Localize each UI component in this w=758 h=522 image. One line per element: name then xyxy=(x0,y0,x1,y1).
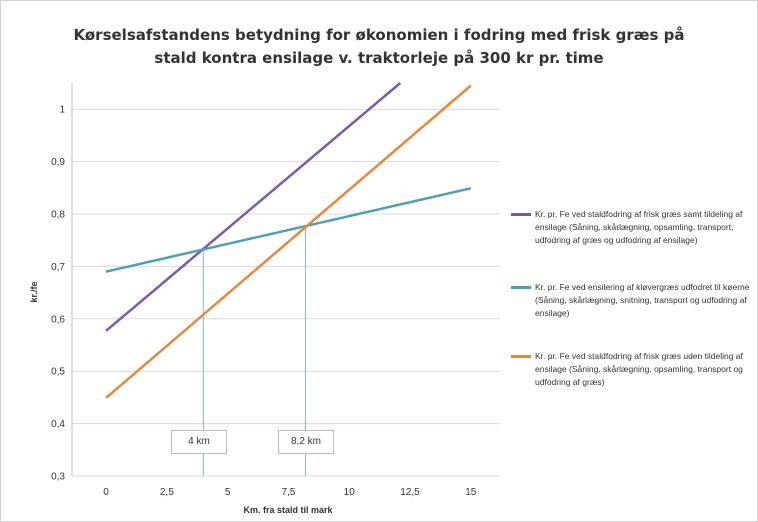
legend-label-2: Kr. pr. Fe ved ensilering af kløvergræs … xyxy=(535,282,750,318)
x-tick-label: 2,5 xyxy=(160,487,174,498)
legend-label-3: Kr. pr. Fe ved staldfodring af frisk græ… xyxy=(535,351,743,387)
x-tick-label: 10 xyxy=(344,487,356,498)
chart-title-line-1: Kørselsafstandens betydning for økonomie… xyxy=(73,26,685,44)
y-tick-label: 0,5 xyxy=(51,367,65,378)
annotation-4km: 4 km xyxy=(171,430,227,454)
y-tick-label: 0,9 xyxy=(51,157,65,168)
x-tick-label: 5 xyxy=(225,487,231,498)
annotation-8-2km: 8,2 km xyxy=(278,430,334,454)
x-tick-label: 0 xyxy=(103,487,109,498)
y-tick-label: 1 xyxy=(59,105,65,116)
x-axis-title: Km. fra stald til mark xyxy=(243,505,333,515)
y-tick-label: 0,8 xyxy=(51,210,65,221)
y-tick-label: 0,3 xyxy=(51,472,65,483)
y-tick-label: 0,4 xyxy=(51,419,65,430)
chart-title-line-2: stald kontra ensilage v. traktorleje på … xyxy=(154,49,604,67)
x-tick-label: 7,5 xyxy=(281,487,295,498)
legend-swatch-3 xyxy=(511,355,531,358)
legend-label-1: Kr. pr. Fe ved staldfodring af frisk græ… xyxy=(535,209,743,245)
y-tick-label: 0,6 xyxy=(51,314,65,325)
series-line-1 xyxy=(105,82,402,332)
series-line-2 xyxy=(105,187,472,273)
series-line-3 xyxy=(105,84,472,399)
y-tick-label: 0,7 xyxy=(51,262,65,273)
legend-swatch-1 xyxy=(511,213,531,216)
chart-title: Kørselsafstandens betydning for økonomie… xyxy=(0,24,758,70)
legend-swatch-2 xyxy=(511,286,531,289)
y-axis-title: kr./fe xyxy=(29,281,39,302)
x-tick-label: 12,5 xyxy=(400,487,420,498)
x-tick-label: 15 xyxy=(465,487,477,498)
